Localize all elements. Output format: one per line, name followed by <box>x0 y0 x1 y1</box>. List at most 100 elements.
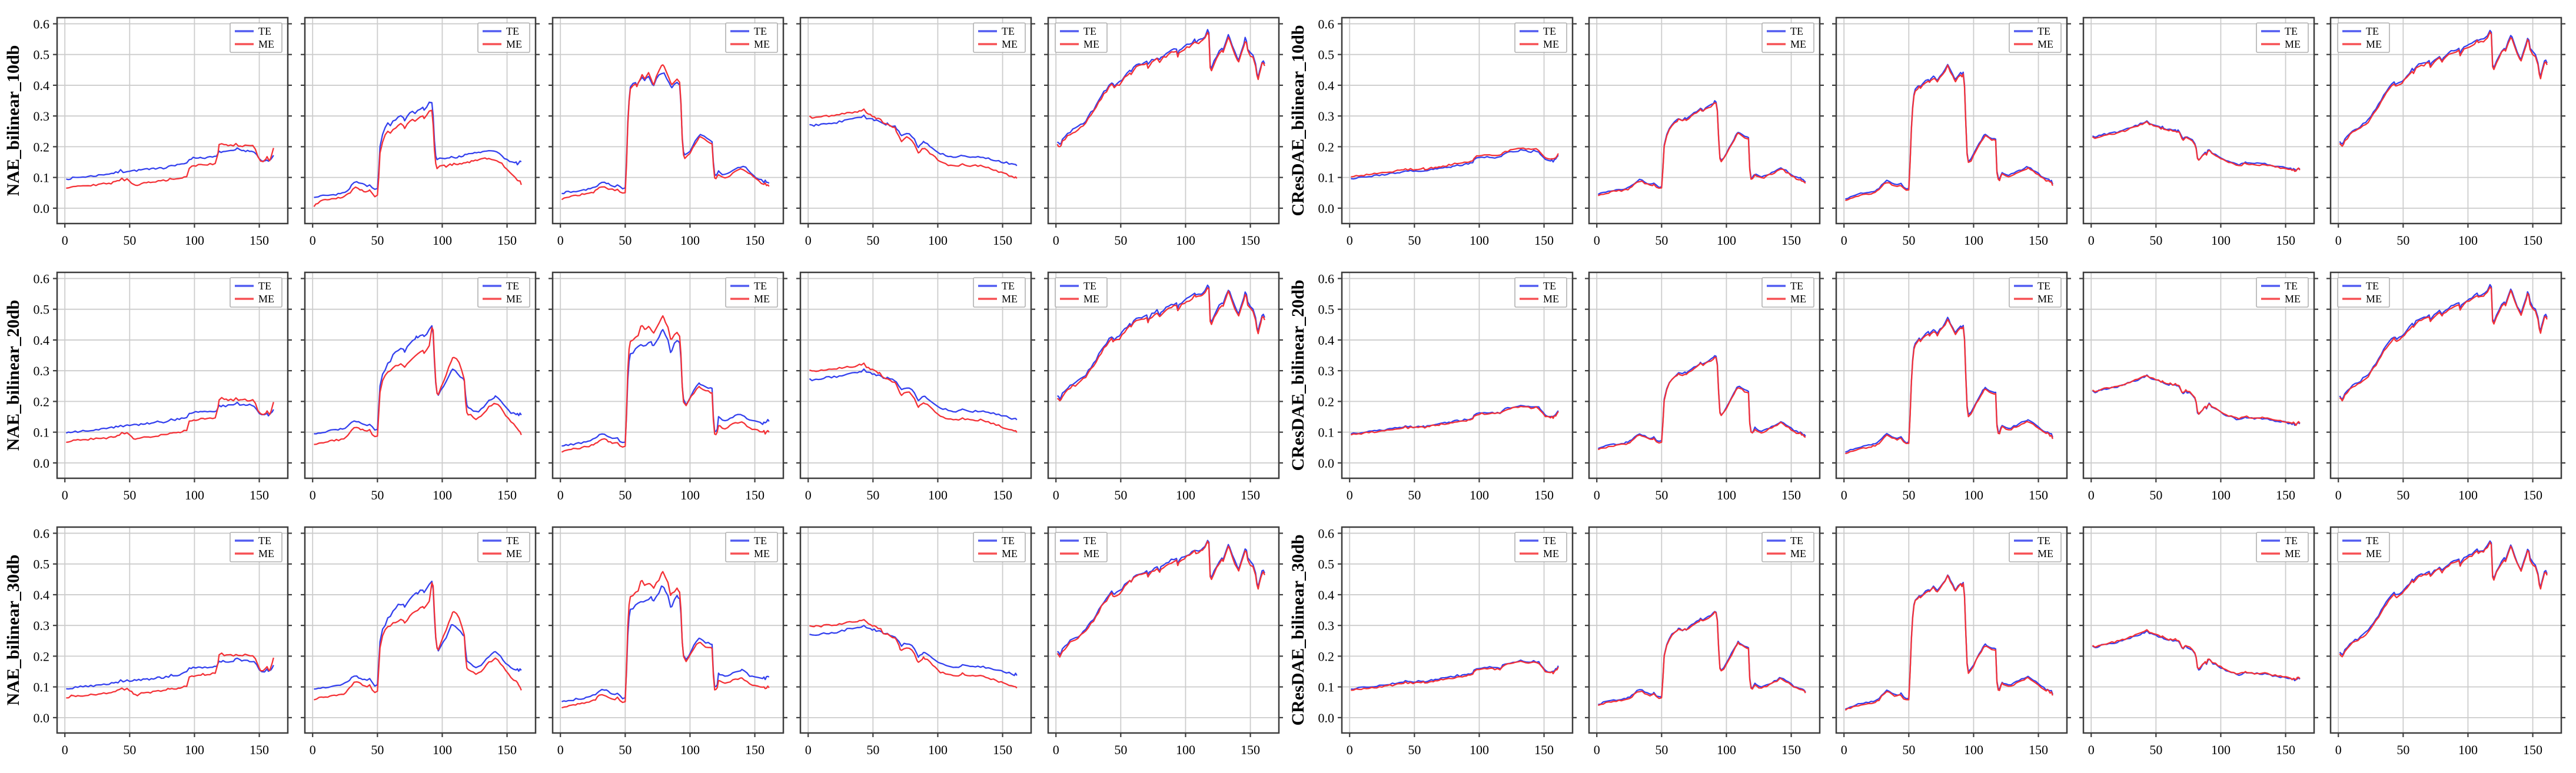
legend-me-label: ME <box>1790 293 1806 305</box>
x-tick-label: 0 <box>1841 742 1847 757</box>
x-tick-label: 150 <box>2276 233 2295 248</box>
x-tick-label: 50 <box>1655 488 1668 502</box>
x-tick-label: 150 <box>1781 742 1801 757</box>
axes-spines <box>1588 526 1821 734</box>
x-tick-label: 150 <box>1534 233 1554 248</box>
te-curve <box>1057 284 1265 400</box>
x-tick-label: 0 <box>1347 233 1353 248</box>
legend-te-label: TE <box>2366 535 2379 547</box>
y-tick-label: 0.0 <box>34 201 50 216</box>
me-curve <box>809 619 1018 689</box>
x-tick-label: 0 <box>310 742 316 757</box>
legend-me-label: ME <box>258 38 274 50</box>
x-tick-label: 50 <box>2396 233 2409 248</box>
y-tick-label: 0.0 <box>1318 711 1335 725</box>
x-tick-label: 150 <box>2276 488 2295 502</box>
y-tick-label: 0.5 <box>34 48 50 62</box>
te-curve <box>66 657 274 690</box>
legend-te-label: TE <box>2285 25 2298 37</box>
x-tick-label: 150 <box>497 742 517 757</box>
legend-me-label: ME <box>2037 38 2053 50</box>
x-tick-label: 100 <box>1470 233 1489 248</box>
legend-me-label: ME <box>1002 38 1018 50</box>
x-tick-label: 100 <box>2211 233 2231 248</box>
subplot-g0-r0-c0: 0 50 100 150 0.6 0.5 0.4 0.3 0.2 0.1 0.0 NAE_biline… <box>4 16 292 248</box>
legend-te-label: TE <box>258 25 271 37</box>
y-tick-label: 0.4 <box>34 333 50 348</box>
x-tick-label: 0 <box>2335 742 2342 757</box>
x-tick-label: 50 <box>619 742 631 757</box>
x-tick-label: 150 <box>1241 233 1260 248</box>
legend-me-label: ME <box>1543 38 1559 50</box>
x-tick-label: 100 <box>1717 488 1736 502</box>
legend-te-label: TE <box>2285 280 2298 292</box>
legend-me-label: ME <box>2037 548 2053 559</box>
x-tick-label: 150 <box>745 488 765 502</box>
y-tick-label: 0.4 <box>1318 588 1335 602</box>
y-tick-label: 0.1 <box>34 680 50 695</box>
x-tick-label: 50 <box>2396 488 2409 502</box>
y-tick-label: 0.2 <box>34 139 50 154</box>
axes-spines <box>2329 526 2562 734</box>
x-tick-label: 100 <box>1176 742 1195 757</box>
x-tick-label: 0 <box>2088 233 2095 248</box>
x-tick-label: 100 <box>1964 233 1983 248</box>
legend-te-label: TE <box>2285 535 2298 547</box>
me-curve <box>2339 286 2548 402</box>
me-curve <box>809 108 1018 179</box>
x-tick-label: 0 <box>1841 233 1847 248</box>
axes-spines <box>1341 16 1574 225</box>
y-tick-label: 0.0 <box>34 711 50 725</box>
legend-te-label: TE <box>1790 25 1803 37</box>
y-tick-label: 0.0 <box>34 456 50 471</box>
axes-spines <box>1588 16 1821 225</box>
legend-me-label: ME <box>2037 293 2053 305</box>
x-tick-label: 0 <box>2088 488 2095 502</box>
x-tick-label: 0 <box>1347 742 1353 757</box>
x-tick-label: 150 <box>993 233 1012 248</box>
te-curve <box>561 329 770 447</box>
me-curve <box>1845 64 2053 201</box>
te-curve <box>65 401 274 434</box>
x-tick-label: 0 <box>805 742 812 757</box>
y-tick-label: 0.1 <box>34 425 50 440</box>
x-tick-label: 50 <box>1408 488 1421 502</box>
x-tick-label: 100 <box>928 488 948 502</box>
axes-spines <box>304 526 537 734</box>
me-curve <box>66 397 274 444</box>
legend-me-label: ME <box>258 548 274 559</box>
x-tick-label: 50 <box>619 488 631 502</box>
me-curve <box>2339 31 2548 147</box>
row-ylabel: CResDAE_bilinear_10db <box>1288 25 1308 216</box>
legend-te-label: TE <box>1083 535 1096 547</box>
x-tick-label: 150 <box>1241 742 1260 757</box>
x-tick-label: 150 <box>1781 488 1801 502</box>
legend-te-label: TE <box>1543 535 1556 547</box>
me-curve <box>561 571 770 709</box>
y-tick-label: 0.4 <box>34 588 50 602</box>
me-curve <box>1351 147 1559 178</box>
legend-te-label: TE <box>258 280 271 292</box>
subplot-g0-r2-c0: 0 50 100 150 0.6 0.5 0.4 0.3 0.2 0.1 0.0 NAE_biline… <box>4 526 292 757</box>
x-tick-label: 100 <box>1470 488 1489 502</box>
x-tick-label: 100 <box>680 488 700 502</box>
x-tick-label: 150 <box>1781 233 1801 248</box>
x-tick-label: 150 <box>745 742 765 757</box>
legend-me-label: ME <box>1790 38 1806 50</box>
axes-spines <box>1047 16 1280 225</box>
x-tick-label: 100 <box>1964 742 1983 757</box>
x-tick-label: 150 <box>1241 488 1260 502</box>
